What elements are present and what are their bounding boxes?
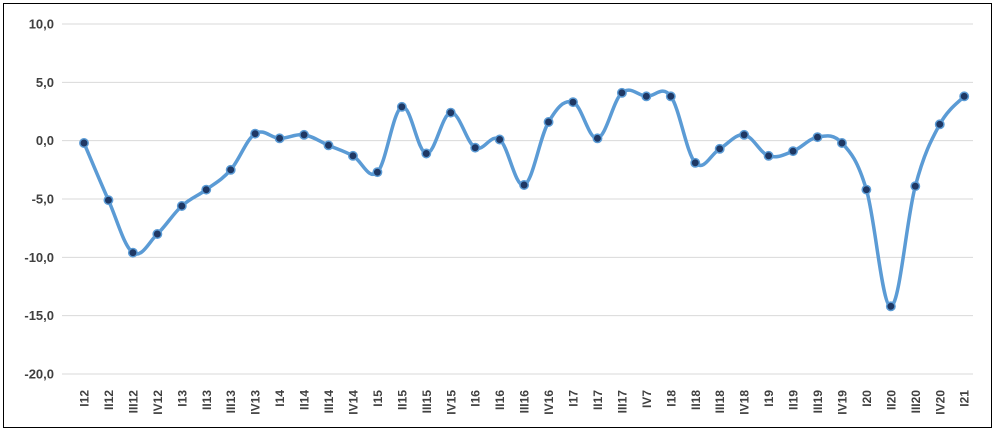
data-point: [323, 140, 334, 151]
x-tick-label: II15: [395, 390, 409, 410]
x-tick-label: I15: [371, 390, 385, 407]
x-tick-label: II19: [787, 390, 801, 410]
data-point: [592, 133, 603, 144]
data-point: [568, 97, 578, 108]
x-tick-label: II13: [200, 390, 214, 410]
x-tick-label: IV15: [444, 390, 458, 415]
chart-frame: [3, 3, 992, 428]
y-tick-label: 0,0: [36, 133, 54, 148]
y-tick-label: -15,0: [24, 308, 54, 323]
x-tick-label: IV16: [542, 390, 556, 415]
data-point: [616, 87, 627, 98]
data-point: [837, 138, 847, 148]
data-point: [641, 91, 652, 102]
x-tick-label: I17: [567, 390, 581, 407]
data-point: [421, 148, 432, 159]
data-point: [665, 91, 676, 102]
data-point: [885, 301, 896, 312]
data-point: [763, 150, 774, 161]
x-tick-label: IV20: [933, 390, 947, 415]
data-point: [788, 146, 798, 157]
x-tick-label: I16: [469, 390, 483, 407]
y-tick-label: 10,0: [29, 17, 54, 32]
x-tick-label: I20: [860, 390, 874, 407]
data-point: [176, 201, 187, 211]
y-tick-label: 5,0: [36, 75, 54, 90]
x-tick-label: I18: [664, 390, 678, 407]
data-point: [910, 181, 921, 192]
x-tick-label: IV7: [640, 390, 654, 408]
data-point: [274, 133, 285, 144]
y-tick-label: -10,0: [24, 250, 54, 265]
x-tick-label: II12: [102, 390, 116, 410]
x-tick-label: III16: [518, 390, 532, 414]
x-tick-label: I12: [78, 390, 92, 407]
x-tick-label: IV18: [738, 390, 752, 415]
x-tick-label: III20: [909, 390, 923, 414]
x-tick-label: III18: [713, 390, 727, 414]
x-tick-label: I21: [958, 390, 972, 407]
data-point: [543, 117, 554, 127]
x-tick-label: III14: [322, 390, 336, 414]
data-point: [372, 167, 383, 178]
x-axis-tick-labels: I12 II12 III12 IV12 I13 II13 III13 IV13 I14 II14 I…: [78, 390, 972, 415]
y-axis-tick-labels: 10,0 5,0 0,0 -5,0 -10,0 -15,0 -20,0: [24, 17, 54, 382]
data-point-markers: [79, 87, 970, 312]
x-tick-label: III12: [126, 390, 140, 414]
data-point: [812, 132, 823, 143]
data-point: [739, 129, 750, 140]
data-point: [934, 119, 945, 130]
data-point: [470, 142, 481, 153]
x-tick-label: IV13: [249, 390, 263, 415]
y-tick-label: -5,0: [32, 192, 54, 207]
gridlines: [62, 23, 973, 375]
data-point: [445, 107, 456, 118]
data-point: [494, 134, 505, 145]
data-point: [690, 157, 701, 168]
x-tick-label: III17: [615, 390, 629, 414]
series-line: [82, 88, 966, 309]
x-tick-label: IV14: [346, 390, 360, 415]
data-point: [250, 128, 261, 139]
data-point: [201, 184, 212, 195]
data-point: [225, 164, 236, 175]
x-tick-label: III19: [811, 390, 825, 414]
data-point: [299, 129, 309, 140]
x-tick-label: IV12: [151, 390, 165, 415]
x-tick-label: I19: [762, 390, 776, 407]
x-tick-label: III13: [224, 390, 238, 414]
x-tick-label: II20: [884, 390, 898, 410]
x-tick-label: I13: [175, 390, 189, 407]
data-point: [959, 91, 970, 102]
data-point: [348, 150, 358, 161]
x-tick-label: III15: [420, 390, 434, 414]
y-tick-label: -20,0: [24, 367, 54, 382]
data-point: [396, 101, 407, 112]
data-point: [79, 138, 89, 148]
data-point: [127, 247, 138, 258]
x-tick-label: IV19: [835, 390, 849, 415]
x-tick-label: II18: [689, 390, 703, 410]
x-tick-label: II14: [298, 390, 312, 410]
x-tick-label: II16: [493, 390, 507, 410]
data-point: [152, 229, 163, 239]
data-point: [519, 180, 530, 190]
x-tick-label: II17: [591, 390, 605, 410]
x-tick-label: I14: [273, 390, 287, 407]
data-point: [103, 195, 114, 206]
data-point: [861, 184, 872, 195]
data-point: [714, 143, 725, 154]
